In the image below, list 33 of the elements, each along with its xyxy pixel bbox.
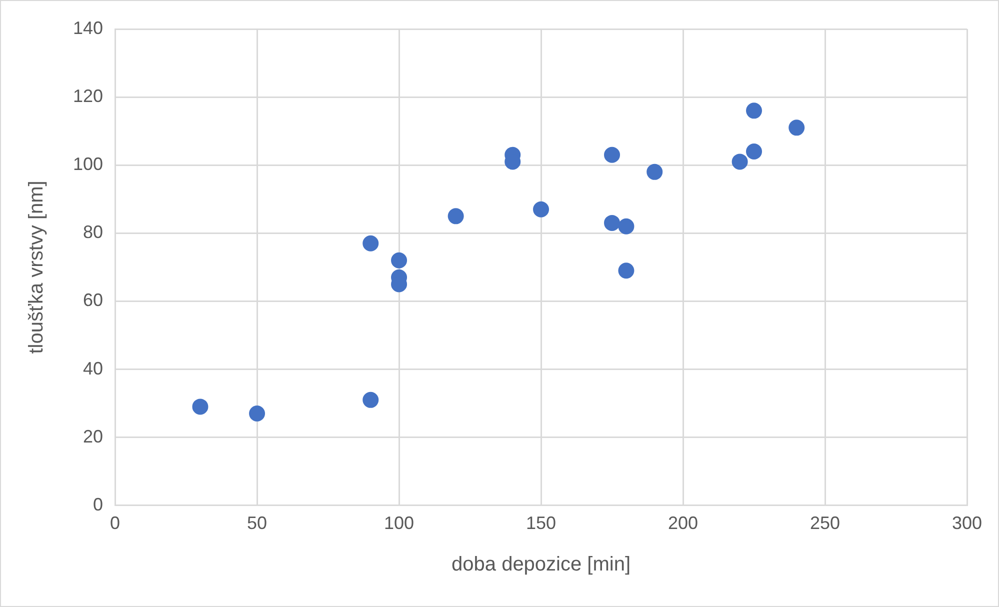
- point: [192, 398, 208, 415]
- y-tick-label: 40: [83, 358, 104, 378]
- point: [746, 102, 762, 119]
- point: [746, 144, 762, 160]
- point: [618, 218, 634, 234]
- point: [604, 146, 620, 163]
- point: [732, 154, 748, 170]
- point: [362, 235, 379, 252]
- x-tick-label: 150: [526, 513, 556, 534]
- x-tick-label: 0: [110, 513, 120, 534]
- point: [788, 120, 805, 136]
- point: [646, 164, 663, 180]
- point: [362, 392, 379, 408]
- point: [604, 214, 620, 231]
- x-tick-label: 300: [952, 513, 982, 534]
- y-tick-label: 60: [83, 290, 104, 310]
- point: [533, 201, 550, 218]
- point: [391, 252, 408, 268]
- x-tick-label: 50: [247, 513, 268, 534]
- point: [618, 262, 634, 279]
- y-tick-label: 120: [72, 86, 104, 106]
- point: [448, 208, 464, 224]
- y-tick-label: 80: [83, 222, 104, 242]
- y-tick-label: 20: [83, 426, 104, 446]
- x-tick-label: 250: [810, 513, 840, 534]
- y-tick-label: 140: [72, 18, 104, 38]
- y-axis-title: tloušťka vrstvy [nm]: [26, 180, 48, 354]
- x-tick-label: 100: [384, 513, 414, 534]
- x-tick-label: 200: [668, 513, 698, 534]
- y-tick-label: 100: [72, 154, 104, 174]
- x-axis-title: doba depozice [min]: [452, 554, 631, 576]
- y-tick-label: 0: [93, 494, 104, 514]
- point: [249, 406, 266, 422]
